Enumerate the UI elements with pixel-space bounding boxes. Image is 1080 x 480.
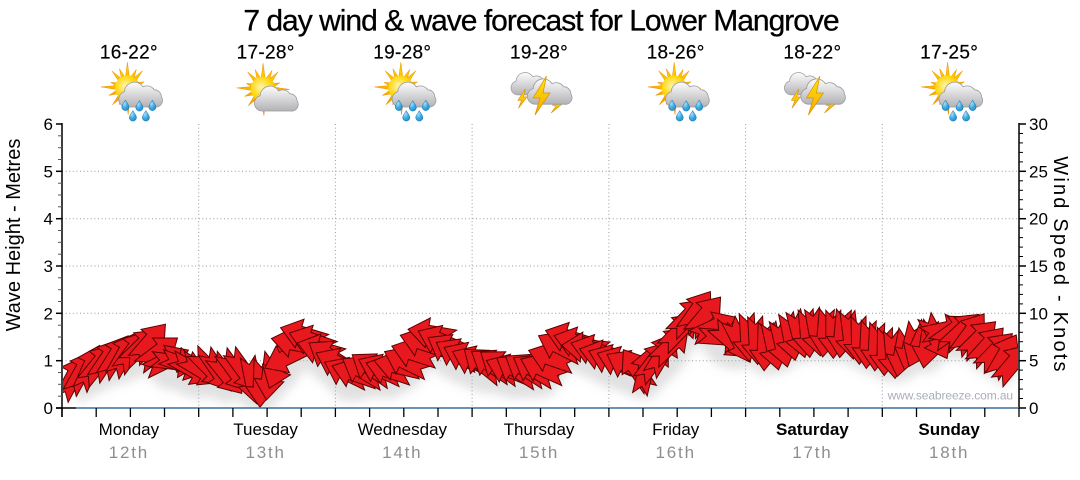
svg-text:0: 0: [1029, 399, 1038, 418]
svg-text:18-22°: 18-22°: [783, 43, 841, 64]
svg-text:5: 5: [44, 162, 53, 181]
svg-text:0: 0: [44, 399, 53, 418]
svg-text:Saturday: Saturday: [776, 420, 849, 439]
svg-text:Wednesday: Wednesday: [358, 420, 448, 439]
svg-text:1: 1: [44, 352, 53, 371]
svg-text:Friday: Friday: [652, 420, 700, 439]
svg-text:19-28°: 19-28°: [510, 43, 568, 64]
svg-text:18th: 18th: [929, 443, 969, 462]
svg-text:17-28°: 17-28°: [237, 43, 295, 64]
svg-text:Thursday: Thursday: [504, 420, 575, 439]
svg-text:7 day wind & wave forecast for: 7 day wind & wave forecast for Lower Man…: [243, 5, 839, 38]
svg-text:17th: 17th: [792, 443, 832, 462]
svg-text:Sunday: Sunday: [918, 420, 980, 439]
svg-text:5: 5: [1029, 352, 1038, 371]
svg-text:4: 4: [44, 210, 53, 229]
svg-text:19-28°: 19-28°: [373, 43, 431, 64]
svg-text:18-26°: 18-26°: [647, 43, 705, 64]
svg-text:3: 3: [44, 257, 53, 276]
svg-text:www.seabreeze.com.au: www.seabreeze.com.au: [887, 389, 1013, 403]
svg-text:15: 15: [1029, 257, 1048, 276]
svg-text:13th: 13th: [245, 443, 285, 462]
svg-text:Wind Speed - Knots: Wind Speed - Knots: [1049, 156, 1071, 373]
svg-text:17-25°: 17-25°: [920, 43, 978, 64]
svg-text:2: 2: [44, 304, 53, 323]
svg-text:15th: 15th: [519, 443, 559, 462]
svg-text:14th: 14th: [382, 443, 422, 462]
svg-text:20: 20: [1029, 210, 1048, 229]
svg-text:16-22°: 16-22°: [100, 43, 158, 64]
svg-text:6: 6: [44, 115, 53, 134]
svg-text:Monday: Monday: [99, 420, 160, 439]
svg-text:Tuesday: Tuesday: [233, 420, 298, 439]
svg-text:12th: 12th: [109, 443, 149, 462]
svg-text:Wave Height - Metres: Wave Height - Metres: [3, 139, 25, 332]
svg-text:10: 10: [1029, 304, 1048, 323]
svg-text:25: 25: [1029, 162, 1048, 181]
svg-text:30: 30: [1029, 115, 1048, 134]
svg-text:16th: 16th: [656, 443, 696, 462]
